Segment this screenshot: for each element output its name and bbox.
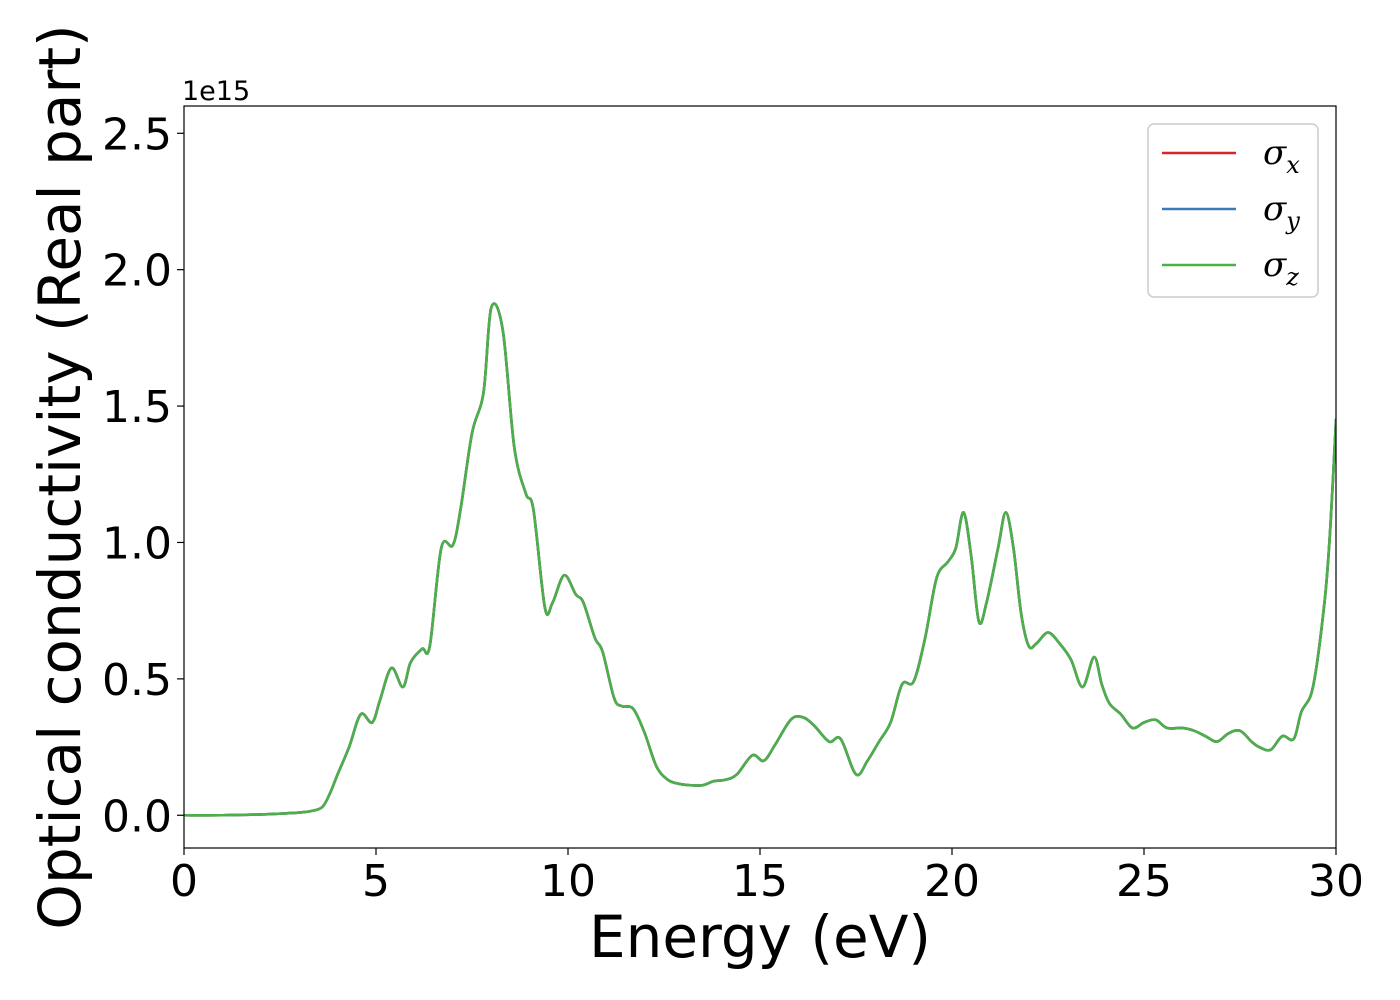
- y-tick-label: 2.5: [102, 109, 172, 160]
- x-tick-label: 10: [540, 856, 596, 907]
- x-tick-label: 20: [924, 856, 980, 907]
- x-axis-label: Energy (eV): [589, 903, 931, 971]
- y-tick-label: 0.0: [102, 791, 172, 842]
- y-offset-label: 1e15: [182, 76, 250, 107]
- series-layer: [184, 302, 1336, 817]
- x-tick-label: 0: [170, 856, 198, 907]
- y-axis-ticks: 0.0 0.5 1.0 1.5 2.0 2.5: [102, 109, 184, 842]
- legend-label-sigma-y: σy: [1263, 189, 1300, 235]
- series-line-sigma-x: [184, 302, 1336, 817]
- legend: σx σy σz: [1147, 123, 1319, 298]
- legend-items: σx σy σz: [1162, 133, 1300, 291]
- y-tick-label: 1.0: [102, 518, 172, 569]
- x-tick-label: 5: [362, 856, 390, 907]
- legend-label-sigma-z: σz: [1263, 245, 1299, 291]
- y-tick-label: 1.5: [102, 382, 172, 433]
- y-tick-label: 0.5: [102, 655, 172, 706]
- x-tick-label: 15: [732, 856, 788, 907]
- legend-frame: [1147, 123, 1319, 298]
- x-tick-label: 30: [1308, 856, 1364, 907]
- x-tick-label: 25: [1116, 856, 1172, 907]
- legend-label-sigma-x: σx: [1263, 133, 1300, 179]
- series-line-sigma-y: [184, 302, 1336, 817]
- y-tick-label: 2.0: [102, 246, 172, 297]
- series-line-sigma-z: [184, 302, 1336, 817]
- x-axis-ticks: 0 5 10 15 20 25 30: [170, 848, 1364, 907]
- y-axis-label: Optical conductivity (Real part): [26, 24, 94, 929]
